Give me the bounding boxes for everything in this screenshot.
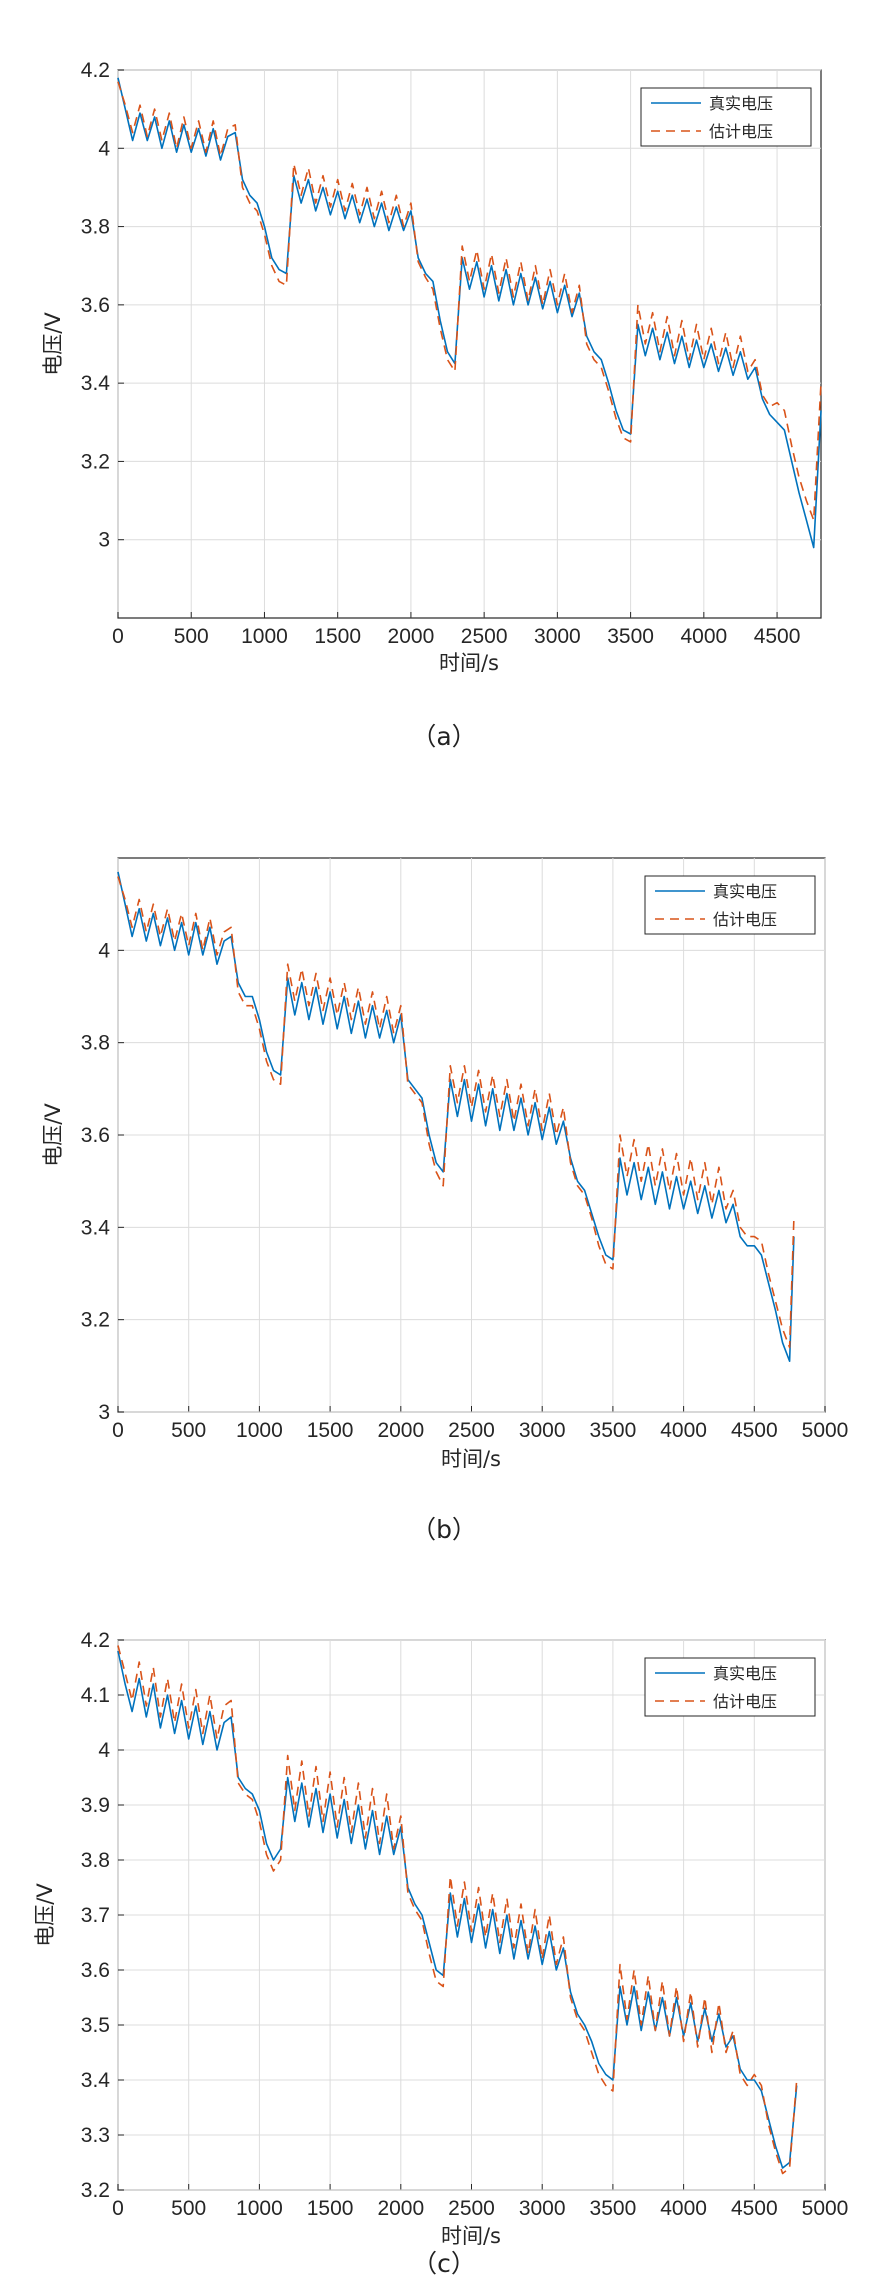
series-lines (117, 1645, 798, 2175)
y-tick-label: 3.6 (81, 294, 110, 317)
series-line-estimated-voltage (117, 1645, 798, 2175)
x-tick-label: 3500 (607, 625, 654, 648)
x-tick-labels: 0 500 1000 1500 2000 2500 3000 3500 4000 4500 (112, 625, 800, 648)
x-tick-label: 2000 (377, 2197, 424, 2220)
x-tick-label: 1500 (307, 2197, 354, 2220)
x-tick-label: 4500 (731, 1419, 778, 1442)
y-tick-label: 3.4 (81, 372, 111, 395)
y-tick-label: 3.2 (81, 2179, 110, 2202)
y-tick-label: 4.2 (81, 59, 110, 82)
legend: 真实电压 估计电压 (640, 87, 812, 147)
legend: 真实电压 估计电压 (644, 875, 816, 935)
legend-box (644, 1657, 816, 1717)
x-tick-label: 0 (112, 625, 124, 648)
y-axis-label: 电压/V (33, 1883, 57, 1947)
x-tick-label: 0 (112, 2197, 124, 2220)
y-tick-label: 3.8 (81, 1849, 110, 1872)
legend-box (644, 875, 816, 935)
x-tick-label: 5000 (802, 2197, 849, 2220)
x-tick-label: 4000 (660, 2197, 707, 2220)
y-tick-label: 3 (98, 529, 110, 552)
x-tick-label: 500 (171, 1419, 206, 1442)
x-tick-label: 4500 (754, 625, 801, 648)
y-tick-label: 3.8 (81, 216, 110, 239)
panel-caption: （b） (411, 1515, 477, 1544)
legend-label-real: 真实电压 (713, 1664, 777, 1683)
y-tick-label: 3.7 (81, 1904, 110, 1927)
x-tick-label: 1500 (307, 1419, 354, 1442)
x-tick-label: 5000 (802, 1419, 849, 1442)
x-tick-label: 2500 (448, 1419, 495, 1442)
legend-box (640, 87, 812, 147)
gridlines (117, 1639, 826, 2191)
x-tick-label: 2000 (377, 1419, 424, 1442)
y-tick-labels: 3 3.2 3.4 3.6 3.8 4 4.2 (81, 59, 111, 552)
series-line-real-voltage (117, 77, 822, 549)
gridlines (117, 69, 821, 618)
x-axis-label: 时间/s (439, 651, 499, 675)
y-tick-label: 4 (98, 939, 110, 962)
legend-label-estimated: 估计电压 (709, 122, 773, 141)
y-tick-label: 3.8 (81, 1032, 110, 1055)
y-tick-label: 4.1 (81, 1684, 110, 1707)
legend-label-estimated: 估计电压 (713, 910, 777, 929)
x-tick-label: 0 (112, 1419, 124, 1442)
y-tick-label: 3.9 (81, 1794, 110, 1817)
series-line-estimated-voltage (117, 876, 795, 1349)
x-tick-label: 3000 (534, 625, 581, 648)
y-tick-label: 3.6 (81, 1959, 110, 1982)
x-tick-label: 4500 (731, 2197, 778, 2220)
series-line-estimated-voltage (117, 81, 822, 521)
legend: 真实电压 估计电压 (644, 1657, 816, 1717)
y-tick-labels: 3.2 3.3 3.4 3.5 3.6 3.7 3.8 3.9 4 4.1 4.2 (81, 1629, 111, 2202)
series-lines (117, 77, 822, 549)
x-tick-label: 1000 (236, 2197, 283, 2220)
y-axis-label: 电压/V (41, 1103, 65, 1167)
legend-label-estimated: 估计电压 (713, 1692, 777, 1711)
x-tick-label: 3000 (519, 2197, 566, 2220)
y-tick-label: 4.2 (81, 1629, 110, 1652)
y-tick-label: 4 (98, 1739, 110, 1762)
y-tick-label: 3.5 (81, 2014, 110, 2037)
x-tick-label: 2500 (461, 625, 508, 648)
x-tick-label: 2500 (448, 2197, 495, 2220)
y-tick-label: 3.4 (81, 2069, 111, 2092)
x-tick-label: 4000 (660, 1419, 707, 1442)
x-tick-label: 500 (174, 625, 209, 648)
y-tick-label: 3.6 (81, 1124, 110, 1147)
x-tick-labels: 0 500 1000 1500 2000 2500 3000 3500 4000 4500 5000 (112, 1419, 848, 1442)
x-tick-label: 3500 (590, 1419, 637, 1442)
chart-panel-b: 0 500 1000 1500 2000 2500 3000 3500 4000 4500 5000… (41, 857, 848, 1544)
y-tick-label: 3.4 (81, 1216, 111, 1239)
y-tick-label: 3 (98, 1401, 110, 1424)
y-tick-label: 3.3 (81, 2124, 110, 2147)
x-tick-label: 500 (171, 2197, 206, 2220)
x-tick-label: 1500 (314, 625, 361, 648)
panel-caption: （a） (411, 722, 476, 751)
x-tick-label: 4000 (680, 625, 727, 648)
legend-label-real: 真实电压 (709, 94, 773, 113)
x-tick-label: 3500 (590, 2197, 637, 2220)
x-axis-label: 时间/s (441, 2224, 501, 2248)
x-tick-label: 1000 (241, 625, 288, 648)
legend-label-real: 真实电压 (713, 882, 777, 901)
panel-caption: （c） (412, 2249, 476, 2278)
x-tick-label: 2000 (388, 625, 435, 648)
series-line-real-voltage (117, 871, 795, 1362)
y-axis-label: 电压/V (41, 312, 65, 376)
x-tick-label: 3000 (519, 1419, 566, 1442)
y-tick-label: 3.2 (81, 450, 110, 473)
y-tick-label: 3.2 (81, 1309, 110, 1332)
gridlines (117, 858, 826, 1413)
x-axis-label: 时间/s (441, 1447, 501, 1471)
x-tick-labels: 0 500 1000 1500 2000 2500 3000 3500 4000 4500 5000 (112, 2197, 848, 2220)
y-tick-labels: 3 3.2 3.4 3.6 3.8 4 (81, 939, 111, 1424)
y-tick-label: 4 (98, 137, 110, 160)
chart-panel-a: 0 500 1000 1500 2000 2500 3000 3500 4000 4500 3 3.… (41, 59, 822, 751)
chart-panel-c: 0 500 1000 1500 2000 2500 3000 3500 4000 4500 5000… (33, 1629, 848, 2278)
x-tick-label: 1000 (236, 1419, 283, 1442)
series-lines (117, 871, 795, 1362)
